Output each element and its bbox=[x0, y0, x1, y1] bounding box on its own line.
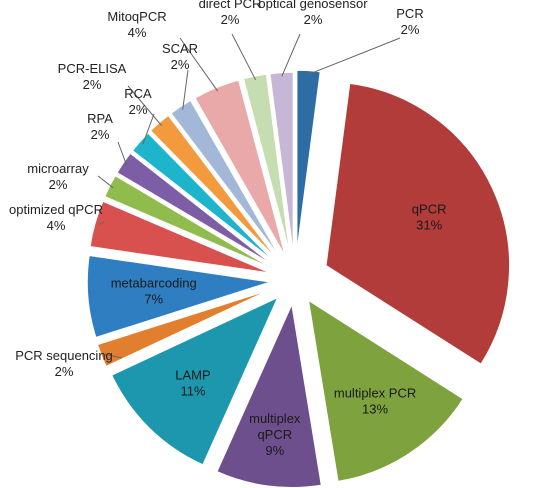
slice-percent-label: 2% bbox=[83, 77, 102, 92]
slice-category-label: SCAR bbox=[162, 41, 198, 56]
slice-percent-label: 4% bbox=[128, 25, 147, 40]
slice-category-label: PCR sequencing bbox=[15, 348, 113, 363]
pie-slices bbox=[86, 69, 511, 488]
pie-slice-multiplex-qpcr bbox=[215, 301, 323, 488]
leader-line bbox=[179, 37, 219, 92]
slice-percent-label: 2% bbox=[129, 102, 148, 117]
pie-slice-qpcr bbox=[324, 82, 511, 366]
leader-line bbox=[127, 85, 163, 126]
slice-category-label: multiplex bbox=[249, 411, 301, 426]
slice-category-label: PCR bbox=[396, 6, 423, 21]
slice-category-label: qPCR bbox=[257, 427, 292, 442]
slice-category-label: multiplex PCR bbox=[334, 385, 416, 400]
slice-category-label: MitoqPCR bbox=[107, 9, 166, 24]
leader-line bbox=[281, 33, 301, 77]
pie-slice-mitoqpcr bbox=[193, 79, 287, 259]
pie-slice-optimized-qpcr bbox=[89, 200, 273, 275]
slice-category-label: PCR-ELISA bbox=[58, 61, 127, 76]
leader-line bbox=[98, 221, 105, 225]
leader-line bbox=[142, 113, 155, 145]
slice-percent-label: 2% bbox=[401, 22, 420, 37]
leader-lines bbox=[97, 33, 401, 359]
slice-category-label: RPA bbox=[87, 111, 113, 126]
slice-percent-label: 2% bbox=[91, 127, 110, 142]
slice-category-label: qPCR bbox=[412, 201, 447, 216]
leader-line bbox=[182, 69, 189, 110]
slice-percent-label: 2% bbox=[304, 12, 323, 27]
slice-category-label: optical genosensor bbox=[258, 0, 368, 11]
leader-line bbox=[104, 353, 123, 359]
slice-percent-label: 31% bbox=[416, 217, 442, 232]
slice-category-label: RCA bbox=[124, 86, 152, 101]
slice-category-label: optimized qPCR bbox=[9, 202, 103, 217]
slice-percent-label: 9% bbox=[265, 443, 284, 458]
slice-category-label: direct PCR bbox=[199, 0, 262, 11]
pie-slice-pcr-sequencing bbox=[96, 288, 273, 368]
pie-slice-lamp bbox=[110, 295, 280, 467]
slice-percent-label: 7% bbox=[144, 291, 163, 306]
slice-category-label: metabarcoding bbox=[111, 275, 197, 290]
leader-line bbox=[231, 33, 257, 81]
pie-slice-scar bbox=[169, 99, 283, 261]
slice-percent-label: 2% bbox=[171, 57, 190, 72]
pie-slice-rca bbox=[131, 131, 278, 265]
slice-percent-label: 4% bbox=[47, 218, 66, 233]
pie-slice-direct-pcr bbox=[242, 73, 292, 257]
pie-slice-multiplex-pcr bbox=[307, 298, 465, 483]
slice-percent-label: 13% bbox=[362, 401, 388, 416]
pie-slice-metabarcoding bbox=[86, 254, 272, 339]
pie-slice-microarray bbox=[103, 174, 274, 270]
pie-slice-rpa bbox=[115, 152, 276, 268]
slice-percent-label: 11% bbox=[180, 384, 205, 399]
pie-slice-pcr bbox=[295, 69, 322, 255]
slice-category-label: LAMP bbox=[175, 368, 210, 383]
leader-line bbox=[117, 141, 128, 166]
leader-line bbox=[308, 37, 401, 75]
leader-line bbox=[97, 175, 114, 189]
slice-percent-label: 2% bbox=[221, 12, 240, 27]
slice-percent-label: 2% bbox=[49, 177, 68, 192]
slice-percent-label: 2% bbox=[55, 364, 74, 379]
pie-slice-optical-genosensor bbox=[268, 71, 295, 257]
slice-category-label: microarray bbox=[27, 161, 89, 176]
